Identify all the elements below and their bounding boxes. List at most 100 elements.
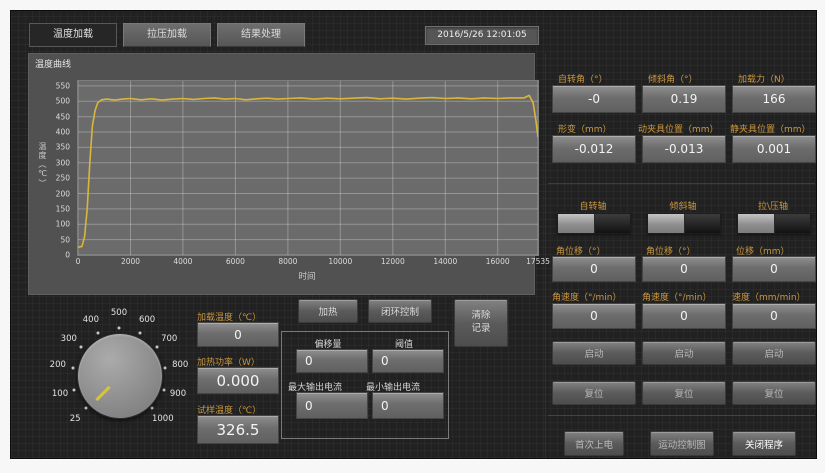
motion-control-chart-button[interactable]: 运动控制图 <box>650 431 714 456</box>
tilt-position-field[interactable]: 0 <box>642 256 726 282</box>
close-program-button[interactable]: 关闭程序 <box>732 431 796 456</box>
load-force-label: 加载力（N） <box>738 75 790 85</box>
knob-needle-icon <box>94 374 122 402</box>
offset-label: 偏移量 <box>314 340 342 350</box>
tab-temperature-loading[interactable]: 温度加载 <box>29 23 117 47</box>
tab-tension-compression-loading[interactable]: 拉压加载 <box>123 23 211 47</box>
tilt-angle-label: 倾斜角（°） <box>648 75 698 85</box>
knob-scale-label: 300 <box>60 333 77 344</box>
load-force-display: 166 <box>732 85 816 113</box>
setpoint-field[interactable]: 0 <box>197 322 279 347</box>
main-window: 温度加载 拉压加载 结果处理 2016/5/26 12:01:05 温度曲线 温… <box>10 10 817 459</box>
toggle-handle <box>648 214 685 233</box>
knob-tick-mark <box>71 366 75 370</box>
heat-power-label: 加热功率（W） <box>197 358 260 368</box>
heat-power-display: 0.000 <box>197 367 279 394</box>
knob-tick-mark <box>84 406 88 410</box>
min-output-current-field[interactable]: 0 <box>372 392 444 419</box>
setpoint-label: 加载温度（℃） <box>197 313 262 323</box>
temperature-plot-area <box>77 80 539 256</box>
knob-tick-mark <box>117 326 121 330</box>
knob-scale-label: 500 <box>110 308 128 318</box>
knob-tick-mark <box>72 388 76 391</box>
tilt-reset-button[interactable]: 复位 <box>642 381 726 405</box>
tension-position-field[interactable]: 0 <box>732 256 816 282</box>
separator <box>548 415 815 416</box>
clear-record-button[interactable]: 清除 记录 <box>454 299 508 347</box>
temperature-knob-area: 25 100 200 300 400 500 600 700 800 900 1000 <box>41 303 201 453</box>
knob-scale-label: 800 <box>172 360 189 371</box>
knob-scale-label: 1000 <box>151 413 174 424</box>
knob-tick-mark <box>96 331 100 335</box>
tension-reset-button[interactable]: 复位 <box>732 381 816 405</box>
threshold-label: 阈值 <box>394 340 413 350</box>
tilt-velocity-field[interactable]: 0 <box>642 303 726 329</box>
knob-scale-label: 100 <box>51 389 69 400</box>
rotation-start-button[interactable]: 启动 <box>552 341 636 365</box>
tilt-velocity-label: 角速度（°/min） <box>642 293 712 303</box>
tilt-start-button[interactable]: 启动 <box>642 341 726 365</box>
toggle-handle <box>558 214 595 233</box>
knob-scale-label: 200 <box>49 360 66 371</box>
rotation-velocity-label: 角速度（°/min） <box>552 293 622 303</box>
knob-tick-mark <box>162 388 166 391</box>
knob-scale-label: 700 <box>161 333 178 344</box>
tilt-axis-toggle[interactable] <box>647 213 721 234</box>
chart-x-axis-label: 时间 <box>298 272 316 282</box>
rotation-angle-display: -0 <box>552 85 636 113</box>
sample-temp-label: 试样温度（℃） <box>197 406 262 416</box>
chart-y-axis-label: 温度（℃） <box>38 142 47 188</box>
y-axis-ticks: 0 50 100 150 200 250 300 350 400 450 500 550 <box>55 81 70 260</box>
knob-tick-mark <box>138 331 142 335</box>
toggle-handle <box>738 214 775 233</box>
min-output-current-label: 最小输出电流 <box>366 383 421 393</box>
toggle-track <box>594 214 630 233</box>
tilt-axis-title: 倾斜轴 <box>669 202 697 212</box>
temperature-chart-panel: 温度曲线 温度（℃） 0 50 100 150 200 250 300 350 400 450 50… <box>28 53 550 295</box>
power-on-button[interactable]: 首次上电 <box>564 431 624 456</box>
temperature-curve <box>78 81 538 255</box>
datetime-display: 2016/5/26 12:01:05 <box>425 26 539 45</box>
static-clamp-position-label: 静夹具位置（mm） <box>730 125 811 135</box>
separator <box>548 183 815 184</box>
chart-title: 温度曲线 <box>35 60 72 70</box>
tension-axis-toggle[interactable] <box>737 213 811 234</box>
rotation-position-label: 角位移（°） <box>556 247 606 257</box>
heater-parameters-group: 偏移量 0 阈值 0 最大输出电流 0 最小输出电流 0 <box>281 331 449 439</box>
tilt-position-label: 角位移（°） <box>646 247 696 257</box>
knob-scale-label: 400 <box>82 314 100 325</box>
motion-control-panel: 自转角（°） -0 倾斜角（°） 0.19 加载力（N） 166 形变（mm） … <box>545 53 817 458</box>
knob-scale-label: 25 <box>69 413 81 424</box>
moving-clamp-position-label: 动夹具位置（mm） <box>638 125 719 135</box>
static-clamp-position-display: 0.001 <box>732 135 816 163</box>
tension-velocity-field[interactable]: 0 <box>732 303 816 329</box>
toggle-track <box>774 214 810 233</box>
rotation-velocity-field[interactable]: 0 <box>552 303 636 329</box>
deformation-label: 形变（mm） <box>558 125 612 135</box>
closed-loop-button[interactable]: 闭环控制 <box>368 299 432 323</box>
threshold-field[interactable]: 0 <box>372 349 444 373</box>
offset-field[interactable]: 0 <box>296 349 368 373</box>
rotation-angle-label: 自转角（°） <box>558 75 608 85</box>
sample-temp-display: 326.5 <box>197 415 279 444</box>
tension-start-button[interactable]: 启动 <box>732 341 816 365</box>
tension-axis-title: 拉\压轴 <box>757 202 789 212</box>
heat-button[interactable]: 加热 <box>298 299 358 323</box>
x-axis-ticks: 0 2000 4000 6000 8000 10000 12000 14000 16000 175… <box>75 257 550 266</box>
temperature-knob[interactable] <box>77 333 163 419</box>
rotation-axis-title: 自转轴 <box>579 202 607 212</box>
rotation-reset-button[interactable]: 复位 <box>552 381 636 405</box>
rotation-axis-toggle[interactable] <box>557 213 631 234</box>
tension-velocity-label: 速度（mm/min） <box>732 293 806 303</box>
tilt-angle-display: 0.19 <box>642 85 726 113</box>
knob-tick-mark <box>155 345 159 349</box>
knob-scale: 25 100 200 300 400 500 600 700 800 900 1000 <box>41 303 201 453</box>
deformation-display: -0.012 <box>552 135 636 163</box>
tab-result-processing[interactable]: 结果处理 <box>217 23 305 47</box>
knob-tick-mark <box>79 345 83 349</box>
knob-scale-label: 900 <box>169 389 187 400</box>
toggle-track <box>684 214 720 233</box>
max-output-current-field[interactable]: 0 <box>296 392 368 419</box>
moving-clamp-position-display: -0.013 <box>642 135 726 163</box>
rotation-position-field[interactable]: 0 <box>552 256 636 282</box>
